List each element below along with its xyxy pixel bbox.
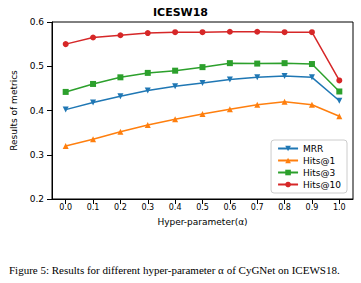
svg-text:Hyper-parameter(α): Hyper-parameter(α) [157,217,247,227]
svg-text:0.5: 0.5 [30,61,44,71]
svg-text:0.8: 0.8 [278,203,291,212]
svg-text:0.6: 0.6 [30,17,45,27]
svg-text:0.4: 0.4 [30,106,45,116]
svg-text:0.4: 0.4 [169,203,182,212]
svg-text:Hits@3: Hits@3 [303,168,335,178]
svg-text:Hits@1: Hits@1 [303,156,335,166]
svg-text:ICESW18: ICESW18 [153,6,208,19]
svg-text:0.3: 0.3 [30,150,44,160]
svg-text:0.1: 0.1 [87,203,100,212]
svg-text:Results of metrics: Results of metrics [9,70,19,151]
svg-text:Hits@10: Hits@10 [303,180,341,190]
svg-text:0.2: 0.2 [114,203,127,212]
svg-text:1.0: 1.0 [333,203,346,212]
svg-text:0.5: 0.5 [196,203,209,212]
svg-text:0.2: 0.2 [30,194,44,204]
svg-text:MRR: MRR [303,144,323,154]
svg-text:0.0: 0.0 [59,203,72,212]
svg-text:0.6: 0.6 [223,203,236,212]
svg-text:0.9: 0.9 [306,203,319,212]
svg-text:0.3: 0.3 [141,203,154,212]
svg-text:0.7: 0.7 [251,203,264,212]
svg-text:Figure 5: Results for differen: Figure 5: Results for different hyper-pa… [9,264,340,276]
